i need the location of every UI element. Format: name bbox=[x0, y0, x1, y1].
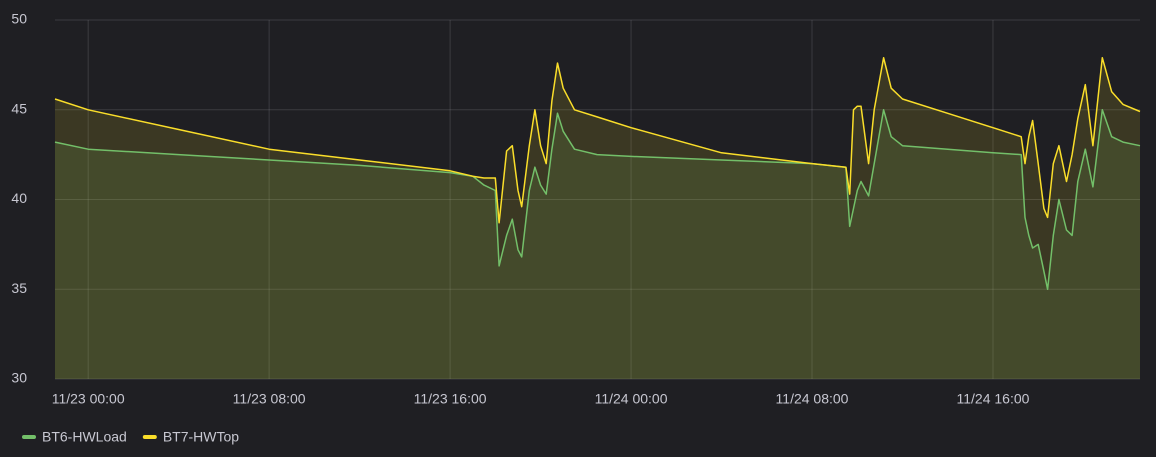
y-tick-label: 45 bbox=[11, 100, 27, 116]
legend-label: BT7-HWTop bbox=[163, 429, 239, 445]
series-area bbox=[55, 57, 1140, 379]
x-tick-label: 11/24 16:00 bbox=[957, 391, 1030, 407]
legend-label: BT6-HWLoad bbox=[42, 429, 127, 445]
series-area bbox=[55, 109, 1140, 380]
legend: BT6-HWLoad BT7-HWTop bbox=[22, 429, 239, 445]
x-tick-label: 11/24 08:00 bbox=[776, 391, 849, 407]
legend-item[interactable]: BT6-HWLoad bbox=[22, 429, 127, 445]
y-tick-label: 40 bbox=[11, 190, 27, 206]
x-tick-label: 11/23 16:00 bbox=[414, 391, 487, 407]
y-tick-label: 30 bbox=[11, 370, 27, 386]
legend-swatch bbox=[22, 435, 36, 439]
legend-swatch bbox=[142, 435, 157, 439]
x-tick-label: 11/23 00:00 bbox=[52, 391, 125, 407]
x-tick-label: 11/24 00:00 bbox=[595, 391, 668, 407]
y-tick-label: 50 bbox=[11, 11, 27, 27]
legend-item[interactable]: BT7-HWTop bbox=[142, 429, 239, 445]
series-line bbox=[54, 109, 1141, 291]
y-tick-label: 35 bbox=[11, 280, 27, 296]
x-tick-label: 11/23 08:00 bbox=[233, 391, 306, 407]
series-line bbox=[54, 56, 1141, 224]
